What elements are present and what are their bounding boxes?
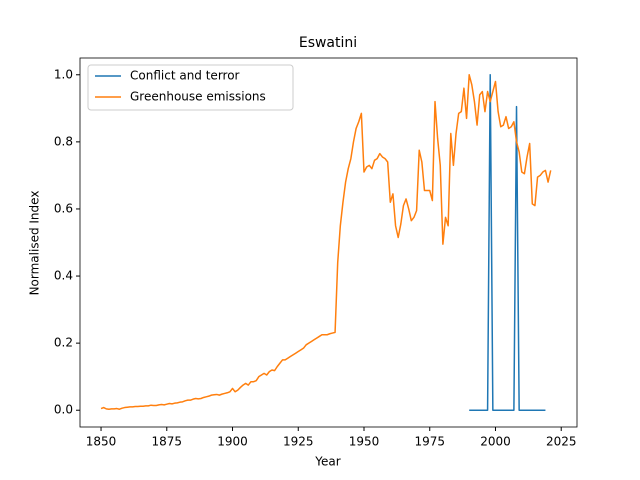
legend-label: Conflict and terror <box>130 69 240 83</box>
chart-title: Eswatini <box>299 35 357 51</box>
y-tick-label: 0.6 <box>54 201 73 215</box>
y-axis-label: Normalised Index <box>28 191 42 296</box>
y-tick-label: 0.4 <box>54 269 73 283</box>
y-tick-label: 1.0 <box>54 67 73 81</box>
x-tick-label: 1875 <box>152 435 183 449</box>
plot-frame <box>79 57 578 428</box>
y-tick-label: 0.8 <box>54 134 73 148</box>
y-tick-label: 0.2 <box>54 336 73 350</box>
x-tick-label: 1850 <box>86 435 117 449</box>
x-axis-label: Year <box>314 455 340 469</box>
x-tick-label: 1925 <box>283 435 314 449</box>
y-tick-label: 0.0 <box>54 403 73 417</box>
x-tick-label: 1975 <box>414 435 445 449</box>
series-line <box>100 74 552 410</box>
series-line <box>469 74 546 411</box>
x-tick-label: 1950 <box>349 435 380 449</box>
legend-label: Greenhouse emissions <box>130 90 266 104</box>
legend-box <box>87 64 294 111</box>
x-tick-label: 2025 <box>546 435 577 449</box>
x-tick-label: 2000 <box>480 435 511 449</box>
x-tick-label: 1900 <box>217 435 248 449</box>
